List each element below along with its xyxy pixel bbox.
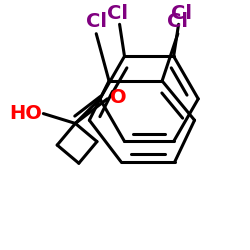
Text: Cl: Cl — [167, 12, 188, 31]
Text: Cl: Cl — [106, 4, 128, 23]
Text: HO: HO — [9, 104, 42, 123]
Text: Cl: Cl — [86, 12, 107, 31]
Text: Cl: Cl — [170, 4, 192, 23]
Text: O: O — [110, 88, 126, 107]
